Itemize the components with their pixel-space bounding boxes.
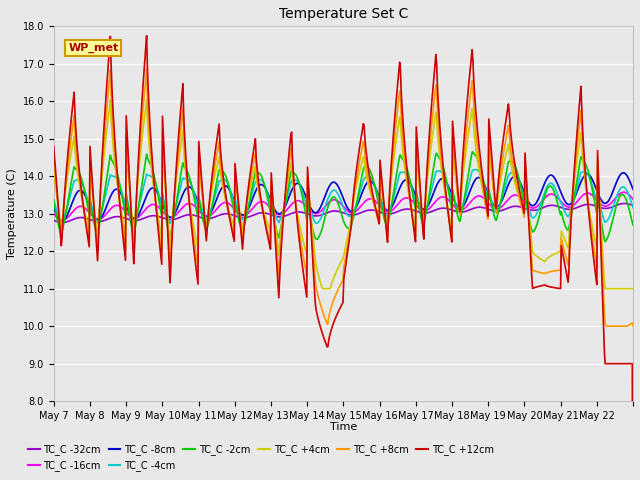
X-axis label: Time: Time: [330, 422, 357, 432]
Text: WP_met: WP_met: [68, 43, 118, 53]
Y-axis label: Temperature (C): Temperature (C): [7, 168, 17, 259]
Legend: TC_C -32cm, TC_C -16cm, TC_C -8cm, TC_C -4cm, TC_C -2cm, TC_C +4cm, TC_C +8cm, T: TC_C -32cm, TC_C -16cm, TC_C -8cm, TC_C …: [24, 441, 498, 475]
Title: Temperature Set C: Temperature Set C: [278, 7, 408, 21]
